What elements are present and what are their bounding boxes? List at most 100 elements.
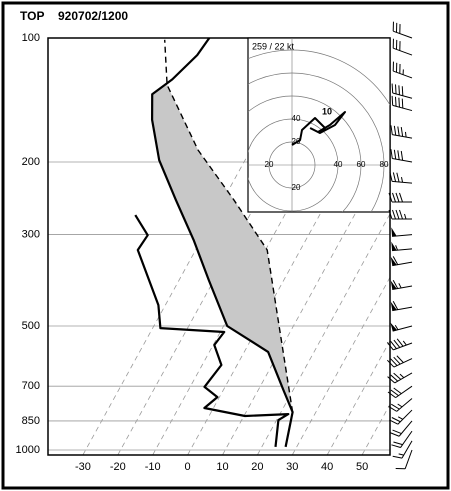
barb-full	[393, 149, 397, 160]
barb-staff	[392, 248, 413, 252]
y-tick-label: 100	[22, 32, 40, 44]
wind-barb	[390, 279, 413, 291]
barb-full	[393, 372, 402, 380]
wind-barb	[392, 61, 413, 79]
profile-line	[134, 214, 290, 448]
barb-full	[398, 97, 400, 108]
barb-half	[395, 245, 399, 251]
barb-full	[401, 98, 404, 109]
barb-full	[391, 83, 394, 94]
y-tick-label: 700	[22, 380, 40, 392]
wind-barb	[392, 21, 413, 39]
profile-line	[151, 38, 294, 448]
profile-line	[164, 39, 294, 413]
barb-full	[393, 441, 403, 446]
barb-full	[387, 391, 396, 399]
barb-full	[390, 340, 397, 349]
barb-full	[392, 279, 399, 289]
barb-full	[401, 86, 404, 96]
wind-barb	[391, 241, 413, 252]
barb-full	[389, 172, 393, 182]
barb-staff	[404, 449, 413, 469]
axes: 100 200 300 500 700 850 1000 -30 -20 -10 0 10 20 30 40…	[16, 32, 369, 473]
x-tick-label: 50	[356, 461, 368, 473]
wind-barb	[388, 209, 412, 220]
barb-full	[387, 376, 396, 384]
barb-half	[398, 283, 402, 289]
hodograph-grid	[248, 38, 390, 212]
wind-barb	[395, 449, 413, 470]
barb-full	[390, 358, 398, 366]
wind-barb	[391, 95, 413, 112]
barb-full	[392, 192, 396, 203]
barb-half	[397, 416, 404, 420]
wind-barb	[390, 301, 413, 312]
y-tick-label: 300	[22, 228, 40, 240]
barb-full	[391, 444, 401, 449]
barb-full	[392, 256, 399, 265]
wind-barb	[392, 38, 413, 56]
wind-barb	[390, 420, 413, 437]
barb-full	[395, 192, 400, 203]
y-tick-label: 1000	[16, 444, 40, 456]
hodograph-ring	[268, 141, 316, 189]
x-tick-label: 20	[251, 461, 263, 473]
x-tick-label: 30	[286, 461, 298, 473]
hodograph-x-label: 20	[265, 160, 274, 169]
barb-full	[392, 301, 399, 310]
barb-full	[397, 126, 400, 136]
wind-barb	[387, 385, 413, 399]
barb-half	[399, 373, 405, 379]
x-tick-label: 40	[321, 461, 333, 473]
x-tick-label: -20	[110, 461, 126, 473]
barb-pennant	[390, 280, 397, 290]
barb-half	[400, 177, 404, 183]
x-tick-label: -30	[75, 461, 91, 473]
hodograph-x-label: 40	[334, 160, 343, 169]
hodograph-frame	[247, 37, 391, 213]
barb-full	[392, 209, 396, 220]
wind-barb	[392, 440, 413, 459]
barb-full	[393, 356, 401, 365]
barb-pennant	[390, 301, 397, 311]
wind-barb	[390, 322, 413, 332]
wind-barb	[389, 409, 413, 425]
hodograph-trace	[291, 111, 346, 146]
barb-staff	[392, 306, 413, 312]
barb-pennant	[390, 256, 397, 266]
barb-pennant	[391, 227, 397, 237]
barb-full	[396, 338, 404, 347]
barb-full	[394, 84, 397, 94]
barb-full	[396, 172, 400, 183]
x-tick-label: -10	[145, 461, 161, 473]
x-tick-label: 0	[185, 461, 191, 473]
hodograph-ring	[248, 118, 339, 212]
plot-frame	[47, 37, 391, 456]
barb-full	[399, 192, 403, 203]
time: 920702/1200	[58, 9, 128, 23]
hodograph-y-label: 40	[292, 114, 301, 123]
barb-full	[400, 127, 404, 137]
wind-barb	[390, 125, 413, 139]
barb-half	[397, 403, 403, 408]
barb-full	[390, 389, 399, 397]
wind-barb	[391, 83, 413, 99]
barb-full	[400, 150, 404, 161]
wind-barb	[389, 172, 413, 184]
station: TOP	[20, 9, 44, 23]
wind-barb	[388, 398, 413, 412]
barb-half	[398, 453, 404, 456]
wind-barbs	[386, 21, 413, 470]
cape-area	[152, 84, 293, 413]
barb-full	[391, 95, 394, 106]
hodograph-x-label: 80	[380, 160, 389, 169]
wind-barb	[386, 338, 413, 351]
hodograph-x-label: 60	[357, 160, 366, 169]
barb-full	[396, 355, 404, 363]
y-tick-label: 850	[22, 415, 40, 427]
barb-full	[393, 387, 402, 395]
barb-full	[390, 149, 393, 159]
hodograph-ring	[248, 95, 362, 212]
barb-half	[404, 131, 407, 138]
